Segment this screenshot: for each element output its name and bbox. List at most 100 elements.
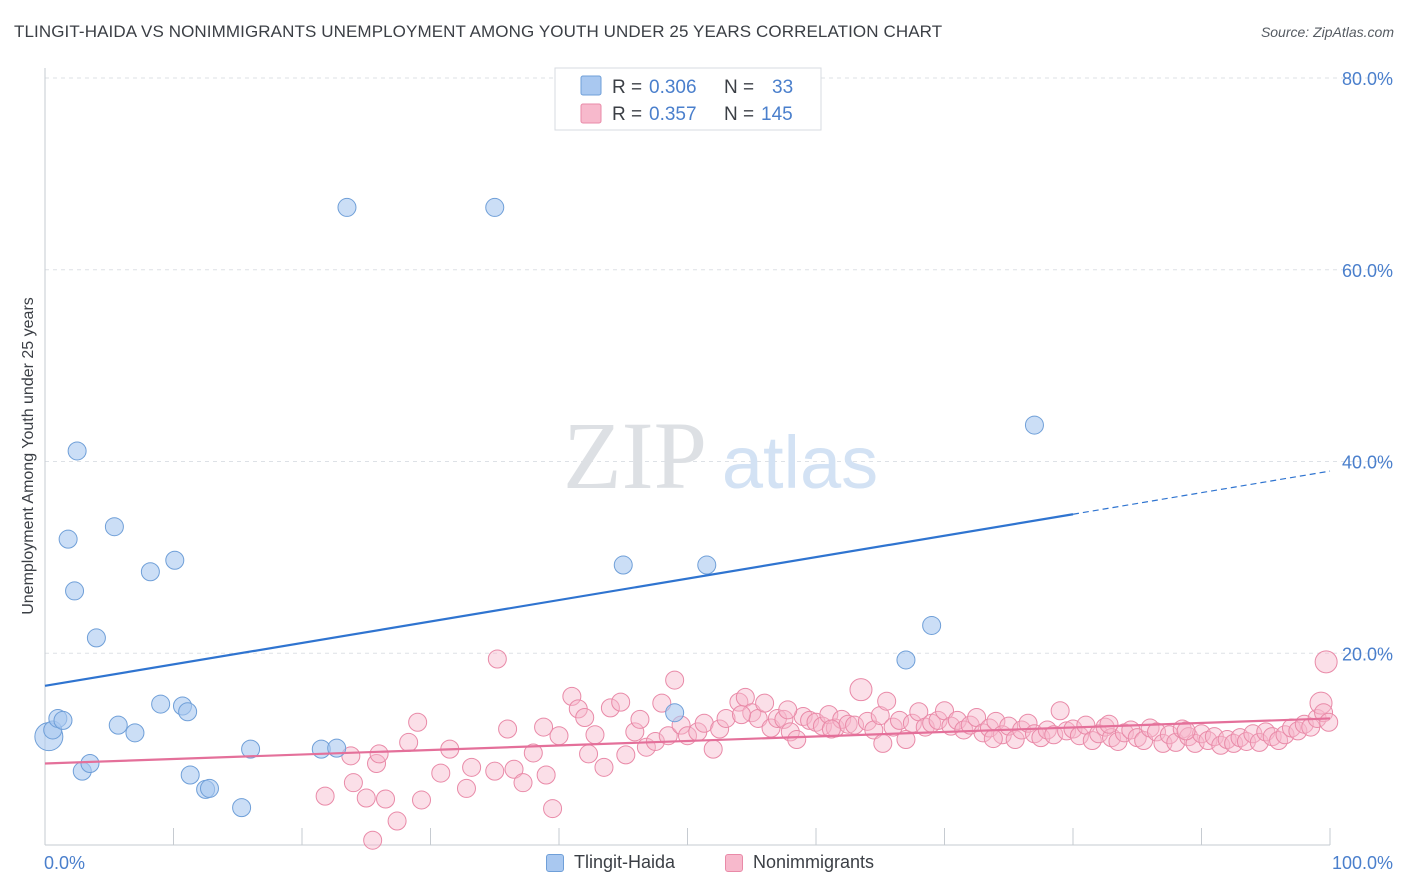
point-tlingit-haida	[180, 765, 200, 785]
axes	[44, 68, 1331, 846]
point-nonimmigrants	[543, 799, 563, 819]
legend-label-tlingit-haida: Tlingit-Haida	[574, 852, 676, 872]
point-nonimmigrants	[1314, 650, 1338, 674]
tick-labels: 20.0% 40.0% 60.0% 80.0% 0.0% 100.0%	[44, 69, 1393, 873]
point-nonimmigrants	[431, 763, 451, 783]
point-nonimmigrants	[549, 726, 569, 746]
point-tlingit-haida	[199, 778, 219, 798]
legend-n-label-2: N =	[724, 104, 754, 125]
legend-label-nonimmigrants: Nonimmigrants	[753, 852, 875, 872]
point-tlingit-haida	[108, 715, 128, 735]
point-nonimmigrants	[616, 745, 636, 765]
point-tlingit-haida	[665, 703, 685, 723]
point-nonimmigrants	[947, 710, 967, 730]
point-nonimmigrants	[1319, 712, 1339, 732]
point-nonimmigrants	[665, 670, 685, 690]
point-nonimmigrants	[1249, 732, 1269, 752]
trend-line-tlingit-haida-extension	[1072, 470, 1331, 515]
point-tlingit-haida	[485, 197, 505, 217]
point-nonimmigrants	[778, 700, 798, 720]
point-nonimmigrants	[710, 719, 730, 739]
point-nonimmigrants	[703, 739, 723, 759]
chart-title: TLINGIT-HAIDA VS NONIMMIGRANTS UNEMPLOYM…	[14, 22, 943, 41]
point-nonimmigrants	[462, 757, 482, 777]
point-nonimmigrants	[513, 773, 533, 793]
legend-swatch-tlingit-haida	[546, 853, 564, 872]
legend-n-label-1: N =	[724, 77, 754, 98]
point-tlingit-haida	[65, 581, 85, 601]
point-tlingit-haida	[697, 555, 717, 575]
point-nonimmigrants	[408, 712, 428, 732]
point-nonimmigrants	[1147, 722, 1167, 742]
trend-lines	[44, 470, 1331, 765]
point-nonimmigrants	[498, 719, 518, 739]
point-nonimmigrants	[1176, 721, 1196, 741]
y-axis-label: Unemployment Among Youth under 25 years	[20, 297, 37, 615]
point-tlingit-haida	[178, 702, 198, 722]
point-nonimmigrants	[1044, 725, 1064, 745]
point-nonimmigrants	[575, 707, 595, 727]
point-tlingit-haida	[86, 628, 106, 648]
legend-item-tlingit-haida: Tlingit-Haida	[546, 852, 675, 873]
point-nonimmigrants	[658, 726, 678, 746]
legend-r-label-1: R =	[612, 77, 642, 98]
legend-r-value-2: 0.357	[649, 104, 697, 125]
point-tlingit-haida	[125, 723, 145, 743]
x-tick-label: 0.0%	[44, 853, 85, 873]
y-tick-label: 60.0%	[1342, 261, 1393, 281]
legend-swatch-pink	[580, 103, 602, 124]
legend-item-nonimmigrants: Nonimmigrants	[725, 852, 874, 873]
legend-top: R = 0.306 N = 33 R = 0.357 N = 145	[554, 67, 822, 131]
point-nonimmigrants	[523, 743, 543, 763]
point-tlingit-haida	[232, 798, 252, 818]
point-nonimmigrants	[731, 705, 751, 725]
point-tlingit-haida	[140, 562, 160, 582]
point-nonimmigrants	[928, 710, 948, 730]
point-nonimmigrants	[534, 717, 554, 737]
point-tlingit-haida	[922, 615, 942, 635]
point-nonimmigrants	[585, 725, 605, 745]
watermark: ZIP atlas	[563, 402, 878, 509]
point-tlingit-haida	[104, 517, 124, 537]
point-nonimmigrants	[579, 744, 599, 764]
point-nonimmigrants	[630, 709, 650, 729]
point-tlingit-haida	[58, 529, 78, 549]
trend-line-tlingit-haida	[44, 513, 1074, 687]
point-nonimmigrants	[356, 788, 376, 808]
data-points	[34, 197, 1339, 850]
point-nonimmigrants	[399, 732, 419, 752]
point-tlingit-haida	[165, 550, 185, 570]
legend-r-value-1: 0.306	[649, 77, 697, 98]
point-nonimmigrants	[343, 773, 363, 793]
point-tlingit-haida	[53, 710, 73, 730]
point-nonimmigrants	[774, 709, 794, 729]
point-nonimmigrants	[536, 765, 556, 785]
legend-swatch-blue	[580, 75, 602, 96]
point-nonimmigrants	[412, 790, 432, 810]
x-tick-label: 100.0%	[1332, 853, 1393, 873]
point-nonimmigrants	[504, 759, 524, 779]
point-nonimmigrants	[1050, 701, 1070, 721]
point-tlingit-haida	[151, 694, 171, 714]
point-nonimmigrants	[315, 786, 335, 806]
y-tick-label: 20.0%	[1342, 644, 1393, 664]
point-nonimmigrants	[387, 811, 407, 831]
grid-lines	[45, 77, 1392, 654]
point-nonimmigrants	[363, 830, 383, 850]
legend-r-label-2: R =	[612, 104, 642, 125]
point-nonimmigrants	[369, 744, 389, 764]
point-nonimmigrants	[787, 730, 807, 750]
point-nonimmigrants	[594, 757, 614, 777]
point-nonimmigrants	[487, 649, 507, 669]
point-nonimmigrants	[1099, 714, 1119, 734]
point-tlingit-haida	[896, 650, 916, 670]
point-nonimmigrants	[873, 733, 893, 753]
legend-n-value-1: 33	[772, 77, 793, 98]
point-nonimmigrants	[849, 678, 873, 702]
point-nonimmigrants	[600, 698, 620, 718]
source-label: Source: ZipAtlas.com	[1260, 24, 1394, 40]
point-nonimmigrants	[890, 710, 910, 730]
point-tlingit-haida	[80, 754, 100, 774]
point-tlingit-haida	[613, 555, 633, 575]
